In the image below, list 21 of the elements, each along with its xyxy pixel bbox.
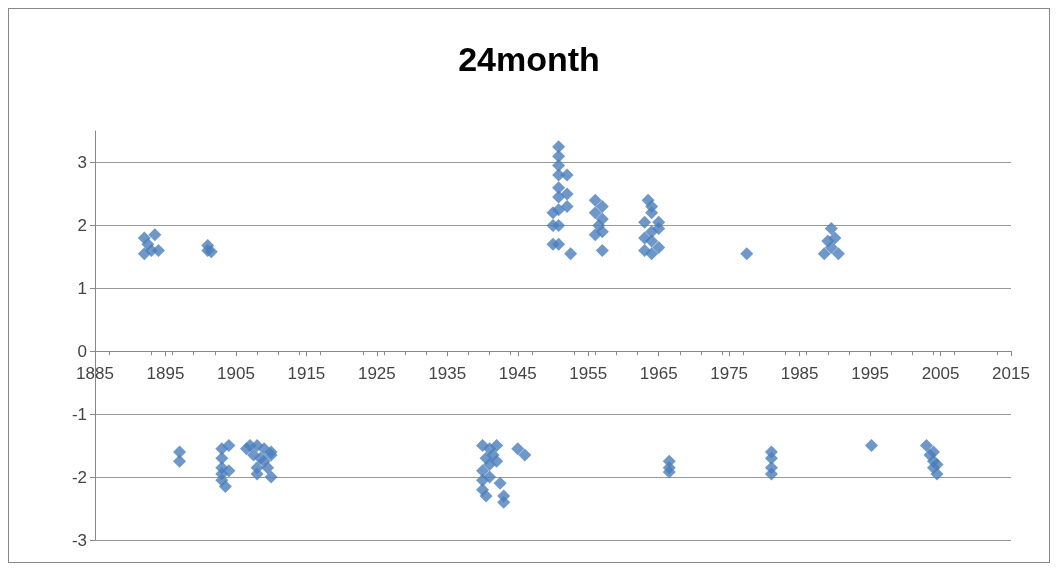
- x-tick-label: 1955: [569, 364, 608, 384]
- x-tick-label: 1895: [146, 364, 185, 384]
- x-tick-label: 1925: [357, 364, 396, 384]
- x-tick-label: 1905: [217, 364, 255, 384]
- y-tick-label: 1: [77, 278, 87, 298]
- x-tick-label: 1975: [710, 364, 749, 384]
- x-tick-label: 2005: [921, 364, 960, 384]
- x-tick-label: 2015: [992, 364, 1030, 384]
- x-tick-label: 1915: [287, 364, 326, 384]
- x-tick-label: 1935: [428, 364, 467, 384]
- y-tick-label: 2: [77, 215, 87, 235]
- x-tick-label: 1945: [498, 364, 537, 384]
- y-tick-label: -2: [71, 467, 87, 487]
- x-tick-label: 1995: [851, 364, 889, 384]
- y-tick-label: 0: [77, 341, 87, 361]
- y-tick-label: 3: [77, 152, 87, 172]
- x-tick-label: 1985: [780, 364, 819, 384]
- x-tick-label: 1965: [639, 364, 678, 384]
- chart-title: 24month: [458, 40, 600, 78]
- y-tick-label: -1: [71, 404, 87, 424]
- y-tick-label: -3: [71, 530, 87, 550]
